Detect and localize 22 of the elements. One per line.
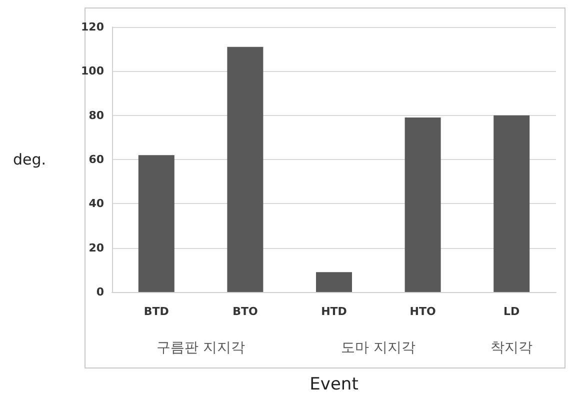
bar (494, 115, 530, 292)
x-tick-label: LD (504, 305, 520, 318)
text: 도마 지지각 (341, 340, 416, 356)
text: 착지각 (490, 340, 533, 356)
y-tick-label: 80 (88, 108, 104, 122)
y-tick-label: 0 (96, 286, 104, 298)
y-tick-label: 120 (81, 20, 104, 34)
y-tick-label: 20 (88, 241, 104, 254)
y-tick-label: 60 (88, 153, 104, 166)
bar (227, 46, 264, 292)
x-axis-title: Event (310, 374, 359, 394)
x-tick-label: BTO (232, 305, 258, 318)
x-tick-label: HTD (321, 305, 347, 318)
text: 구름판 지지각 (156, 340, 246, 356)
x-tick-label: BTD (144, 305, 169, 318)
bar (404, 118, 441, 292)
y-tick-label: 100 (81, 64, 104, 78)
bar (316, 272, 352, 292)
x-tick-label: HTO (410, 305, 436, 318)
y-tick-label: 40 (88, 197, 104, 210)
y-axis-title: deg. (12, 150, 46, 168)
bar (138, 155, 174, 292)
